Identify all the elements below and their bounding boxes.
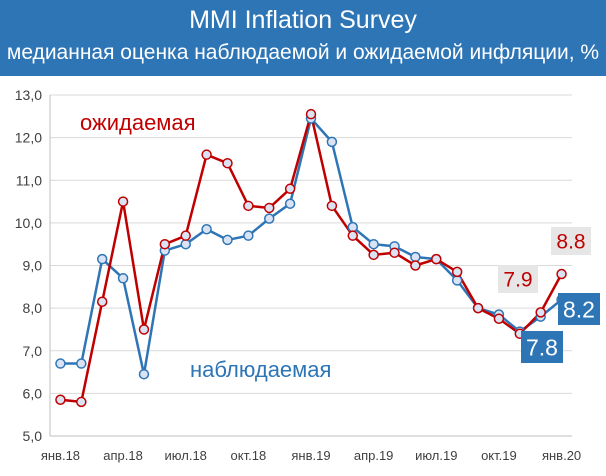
x-tick-label: окт.19 (481, 448, 517, 463)
x-tick-label: апр.19 (354, 448, 394, 463)
expected-data-point (535, 307, 546, 318)
observed-data-point (96, 253, 108, 265)
expected-data-point (410, 260, 421, 271)
y-tick-label: 8,0 (23, 300, 43, 316)
observed-data-point (138, 368, 150, 380)
observed-data-point (222, 234, 233, 246)
expected-data-point (556, 268, 567, 280)
x-tick-label: янв.19 (291, 448, 330, 463)
expected-latest-label-box (551, 227, 591, 255)
expected-data-point (431, 253, 442, 265)
chart-title: MMI Inflation Survey (189, 6, 417, 34)
expected-latest-label: 8.8 (556, 231, 585, 254)
expected-series-label: ожидаемая (80, 110, 196, 135)
expected-data-point (222, 157, 233, 169)
observed-oct19-label: 7.8 (526, 334, 558, 360)
observed-data-point (117, 273, 129, 284)
expected-data-point (180, 230, 191, 241)
expected-data-point (96, 296, 108, 307)
x-tick-label: янв.18 (41, 448, 80, 463)
expected-data-point (389, 247, 400, 258)
chart-subtitle: медианная оценка наблюдаемой и ожидаемой… (6, 41, 600, 64)
expected-data-point (201, 149, 212, 160)
x-tick-label: янв.20 (542, 448, 581, 463)
x-tick-label: июл.19 (415, 448, 457, 463)
expected-oct19-label-box (498, 265, 538, 293)
observed-data-point (451, 275, 463, 286)
expected-data-point (243, 200, 254, 212)
y-tick-label: 10,0 (15, 215, 42, 231)
expected-data-point (472, 302, 484, 314)
expected-data-point (263, 202, 275, 214)
observed-data-point (263, 213, 275, 224)
expected-data-point (159, 238, 171, 250)
expected-data-point (117, 196, 129, 207)
expected-data-point (76, 396, 87, 408)
expected-data-point (493, 313, 505, 325)
expected-data-point (55, 394, 66, 406)
observed-latest-label: 8.2 (563, 296, 595, 322)
observed-data-point (326, 136, 338, 148)
observed-data-point (410, 251, 421, 263)
observed-data-point (284, 198, 296, 209)
y-tick-label: 11,0 (16, 172, 42, 188)
y-tick-label: 9,0 (23, 258, 43, 274)
observed-data-point (76, 358, 87, 369)
observed-data-point (55, 358, 66, 369)
y-tick-label: 13,0 (15, 87, 42, 103)
observed-data-point (347, 221, 359, 233)
inflation-line-chart: 5,0 6,0 7,0 8,0 9,0 10,0 11,0 12,0 13,0 янв.18 апр… (15, 87, 600, 463)
observed-latest-label-box (558, 293, 600, 325)
y-tick-label: 6,0 (23, 385, 43, 401)
observed-series-label: наблюдаемая (190, 357, 331, 382)
expected-oct19-label: 7.9 (503, 269, 532, 292)
x-tick-label: окт.18 (231, 448, 267, 463)
expected-data-point (368, 249, 379, 261)
expected-data-point (326, 200, 338, 212)
observed-data-point (201, 224, 212, 235)
y-tick-label: 5,0 (23, 428, 43, 444)
observed-series-line (60, 117, 563, 376)
observed-data-point (368, 238, 379, 250)
observed-data-point (243, 230, 254, 241)
chart-header: MMI Inflation Survey медианная оценка на… (0, 0, 606, 76)
expected-data-point (284, 183, 296, 195)
x-tick-label: апр.18 (103, 448, 143, 463)
x-tick-label: июл.18 (165, 448, 207, 463)
expected-data-point (138, 324, 150, 335)
expected-data-point (305, 108, 317, 120)
expected-data-point (451, 266, 463, 278)
observed-oct19-label-box (521, 331, 563, 363)
expected-data-point (347, 230, 359, 241)
y-tick-label: 7,0 (23, 343, 43, 359)
observed-data-point (180, 238, 191, 250)
y-tick-label: 12,0 (15, 130, 42, 146)
